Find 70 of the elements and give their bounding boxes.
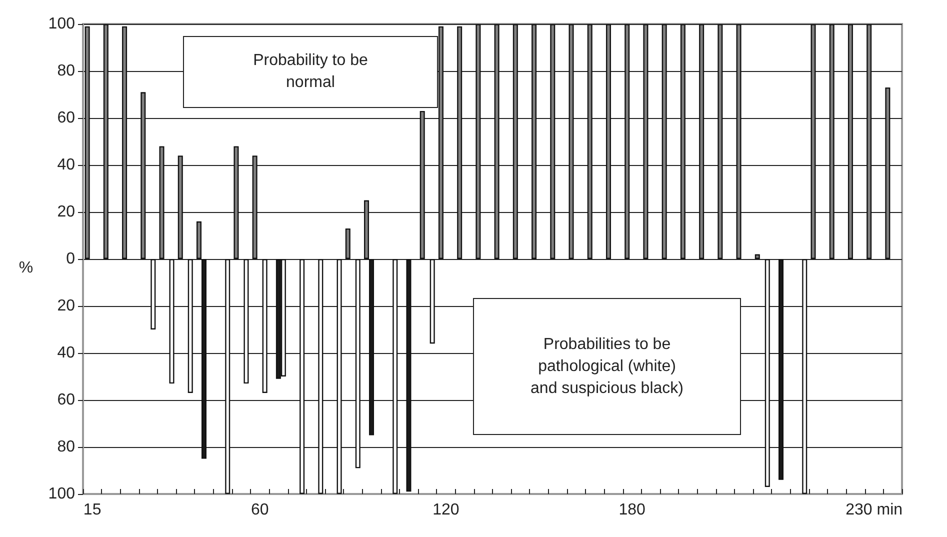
note-box: Probabilities to be pathological (white) and suspicious black) [473,298,741,435]
bar [300,259,305,494]
y-tick-label: 100 [48,16,76,32]
bar [754,254,760,259]
bar [430,259,435,344]
bar [252,156,258,259]
bar [736,24,742,259]
bar [244,259,249,384]
y-tick-label: 40 [57,344,76,362]
bar [829,24,834,259]
note-box: Probability to be normal [183,36,438,108]
bar [392,259,398,494]
y-tick-label: 80 [57,62,76,80]
bar [420,110,425,259]
bar [103,24,108,259]
bar [512,24,518,259]
bar [438,26,444,259]
y-tick-label: 80 [57,438,76,456]
bar [457,26,462,259]
bar [718,24,723,259]
bar [699,24,704,259]
bar [318,259,324,494]
bar [550,24,556,259]
bar [140,92,146,259]
bar [178,156,183,259]
bar [150,259,156,330]
annotation: Probability to be normal [253,51,368,93]
bar [234,146,239,259]
bar [568,24,574,259]
bar [866,24,872,259]
bar [494,24,500,259]
bar [606,24,611,259]
x-tick-label: 60 [250,502,269,518]
y-axis-title: % [18,260,34,276]
bar [680,24,686,259]
bar [169,259,174,384]
annotation: Probabilities to be pathological (white) and suspicious black) [530,334,684,398]
y-tick-label: 20 [57,298,76,314]
y-tick-label: 40 [57,156,76,174]
bar [355,259,360,468]
bar [662,24,667,259]
bar [262,259,268,393]
bar [345,228,350,259]
bar [587,24,592,259]
bar [532,24,537,259]
bar [159,146,164,259]
bar [196,221,202,259]
x-tick-label: 230 min [846,502,903,518]
bar [122,26,128,259]
y-tick-label: 0 [66,250,76,268]
x-tick-label: 180 [618,502,646,518]
bar [885,87,890,259]
bar [336,259,342,494]
x-tick-label: 120 [432,502,460,518]
y-tick-label: 60 [57,392,76,408]
bar [476,24,481,259]
bar [848,24,853,259]
bar [225,259,230,494]
bar [84,26,90,259]
bar [624,24,630,259]
bar [643,24,648,259]
bar [188,259,193,393]
y-tick-label: 100 [48,486,76,502]
bar [764,259,770,487]
bar [810,24,816,259]
y-tick-label: 60 [57,110,76,126]
x-tick-label: 15 [83,502,102,518]
bar [364,200,370,259]
bar [802,259,808,494]
y-tick-label: 20 [57,204,76,220]
